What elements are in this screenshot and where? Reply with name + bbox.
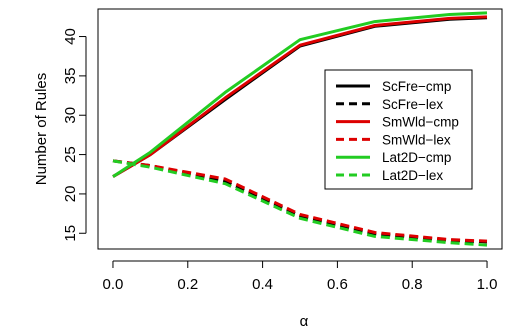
y-axis: 15 20 25 30 35 40: [62, 28, 87, 242]
series-line-2: [112, 15, 488, 178]
series-line-4: [112, 11, 488, 178]
legend-label-1: ScFre−lex: [382, 97, 443, 112]
y-tick-label: 30: [62, 107, 79, 124]
legend-label-2: SmWld−cmp: [382, 115, 459, 130]
series-line-3: [112, 159, 488, 243]
series-line-1: [112, 159, 488, 244]
y-tick-label: 25: [62, 146, 79, 163]
legend: ScFre−cmp ScFre−lex SmWld−cmp SmWld−lex Lat2…: [324, 69, 473, 190]
x-tick-label: 0.8: [402, 276, 423, 293]
x-tick-label: 0.0: [103, 276, 124, 293]
plot-frame: [97, 8, 503, 250]
x-axis: 0.0 0.2 0.4 0.6 0.8 1.0: [103, 260, 498, 293]
legend-label-0: ScFre−cmp: [382, 79, 451, 94]
y-tick-label: 20: [62, 186, 79, 203]
series-layer: [112, 11, 488, 247]
y-axis-title: Number of Rules: [33, 73, 50, 186]
x-tick-label: 1.0: [477, 276, 498, 293]
legend-label-3: SmWld−lex: [382, 132, 451, 147]
y-tick-label: 40: [62, 28, 79, 45]
legend-box: [324, 69, 473, 190]
legend-label-5: Lat2D−lex: [382, 168, 443, 183]
y-tick-label: 15: [62, 225, 79, 242]
legend-label-4: Lat2D−cmp: [382, 150, 451, 165]
x-tick-label: 0.2: [177, 276, 198, 293]
x-tick-label: 0.6: [327, 276, 348, 293]
y-tick-label: 35: [62, 68, 79, 85]
x-axis-title: α: [300, 313, 309, 330]
x-tick-label: 0.4: [252, 276, 273, 293]
series-line-5: [112, 159, 488, 247]
